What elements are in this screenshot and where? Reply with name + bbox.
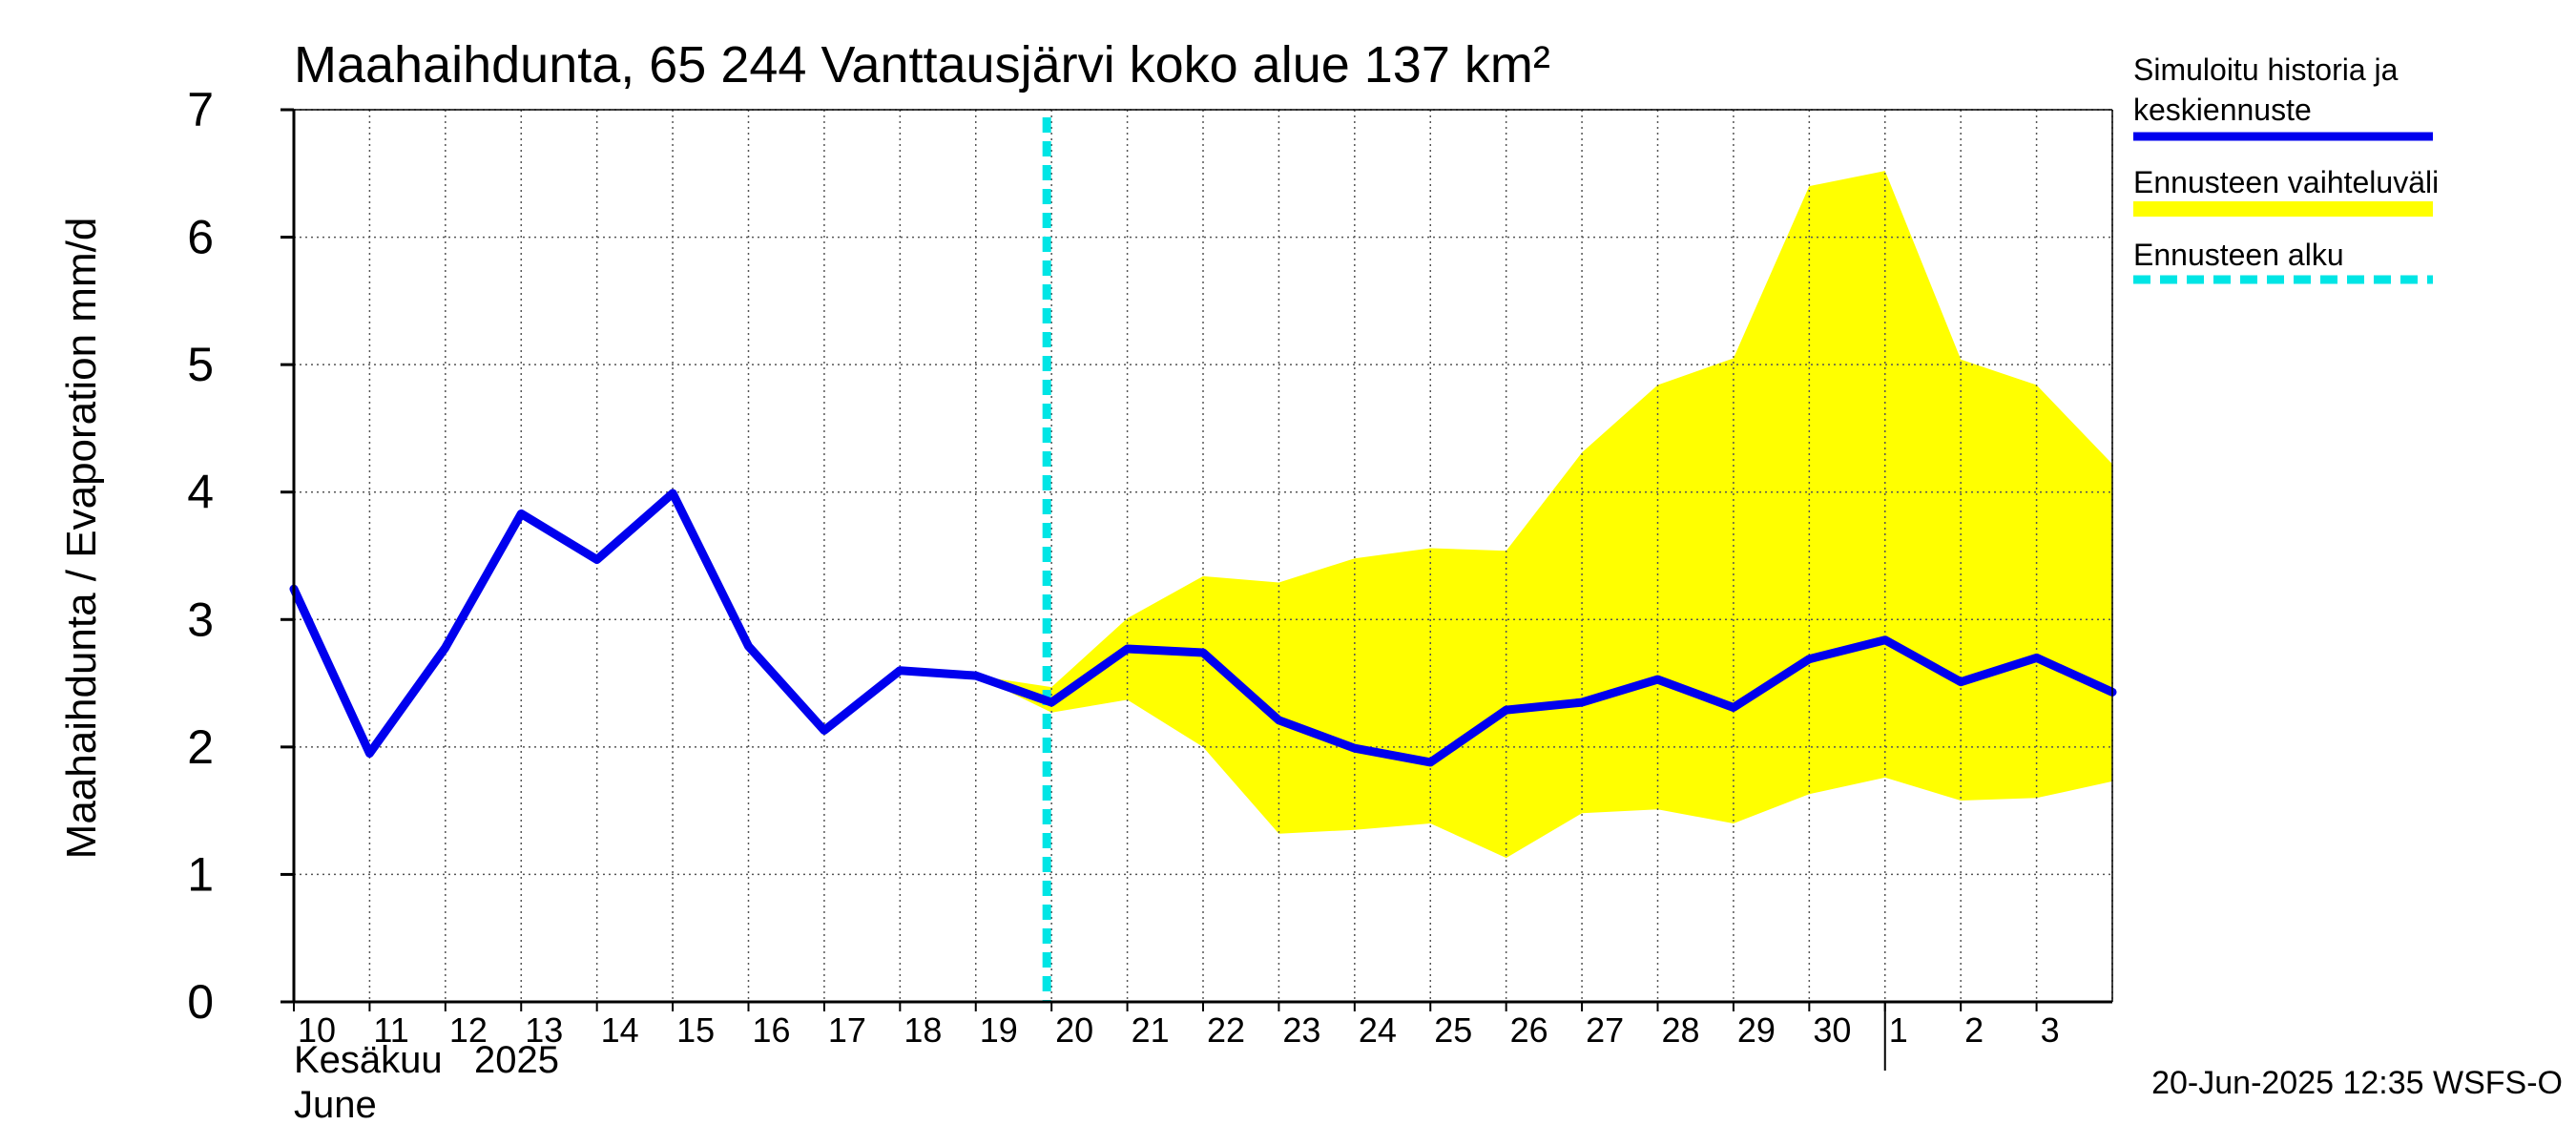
axes: [280, 108, 2113, 1071]
x-tick-label: 17: [828, 1010, 866, 1050]
x-tick-label: 30: [1813, 1010, 1851, 1050]
x-tick-label: 25: [1434, 1010, 1472, 1050]
x-tick-label: 2: [1964, 1010, 1984, 1050]
x-tick-label: 16: [753, 1010, 791, 1050]
forecast-range-band: [975, 171, 2112, 859]
x-tick-label: 1: [1889, 1010, 1908, 1050]
y-tick-label: 3: [187, 593, 214, 646]
footer-timestamp: 20-Jun-2025 12:35 WSFS-O: [2151, 1065, 2563, 1101]
x-tick-label: 3: [2041, 1010, 2060, 1050]
x-tick-label: 11: [373, 1010, 408, 1050]
x-tick-label: 12: [449, 1010, 488, 1050]
x-tick-label: 18: [904, 1010, 942, 1050]
x-tick-label: 28: [1662, 1010, 1700, 1050]
x-tick-label: 13: [525, 1010, 563, 1050]
x-tick-label: 24: [1359, 1010, 1397, 1050]
legend-label: Simuloitu historia ja: [2133, 52, 2399, 87]
y-axis-label: Maahaihdunta / Evaporation mm/d: [58, 218, 105, 860]
y-tick-label: 1: [187, 847, 214, 901]
x-tick-label: 29: [1737, 1010, 1776, 1050]
y-tick-label: 4: [187, 466, 214, 519]
x-tick-label: 22: [1207, 1010, 1245, 1050]
x-tick-labels: 10 11 12 13 14 15 16 17 18 19 20 21 22 23 24 25 26 27 28 29…: [298, 1010, 2060, 1050]
x-tick-label: 26: [1510, 1010, 1548, 1050]
legend: Simuloitu historia ja keskiennuste Ennuste…: [2133, 52, 2439, 284]
x-tick-label: 27: [1586, 1010, 1624, 1050]
x-tick-label: 19: [980, 1010, 1018, 1050]
chart-title: Maahaihdunta, 65 244 Vanttausjärvi koko …: [294, 36, 1550, 94]
x-tick-label: 15: [676, 1010, 715, 1050]
x-tick-label: 14: [601, 1010, 639, 1050]
y-tick-label: 0: [187, 975, 214, 1029]
x-tick-label: 23: [1282, 1010, 1320, 1050]
forecast-band-area: [975, 171, 2112, 859]
mean-series-line: [289, 489, 2117, 767]
y-tick-label: 5: [187, 338, 214, 391]
y-tick-labels: 0 1 2 3 4 5 6 7: [187, 83, 214, 1029]
month-label-fi: Kesäkuu 2025: [294, 1039, 559, 1081]
y-tick-label: 7: [187, 83, 214, 136]
x-tick-label: 20: [1055, 1010, 1093, 1050]
x-tick-label: 21: [1132, 1010, 1170, 1050]
legend-label: Ennusteen vaihteluväli: [2133, 165, 2439, 199]
x-tick-label: 10: [298, 1010, 336, 1050]
month-label-en: June: [294, 1084, 377, 1126]
y-tick-label: 6: [187, 211, 214, 264]
legend-label: Ennusteen alku: [2133, 238, 2344, 272]
mean-line-layer: [289, 489, 2117, 767]
y-tick-label: 2: [187, 720, 214, 774]
legend-label-line2: keskiennuste: [2133, 93, 2312, 127]
